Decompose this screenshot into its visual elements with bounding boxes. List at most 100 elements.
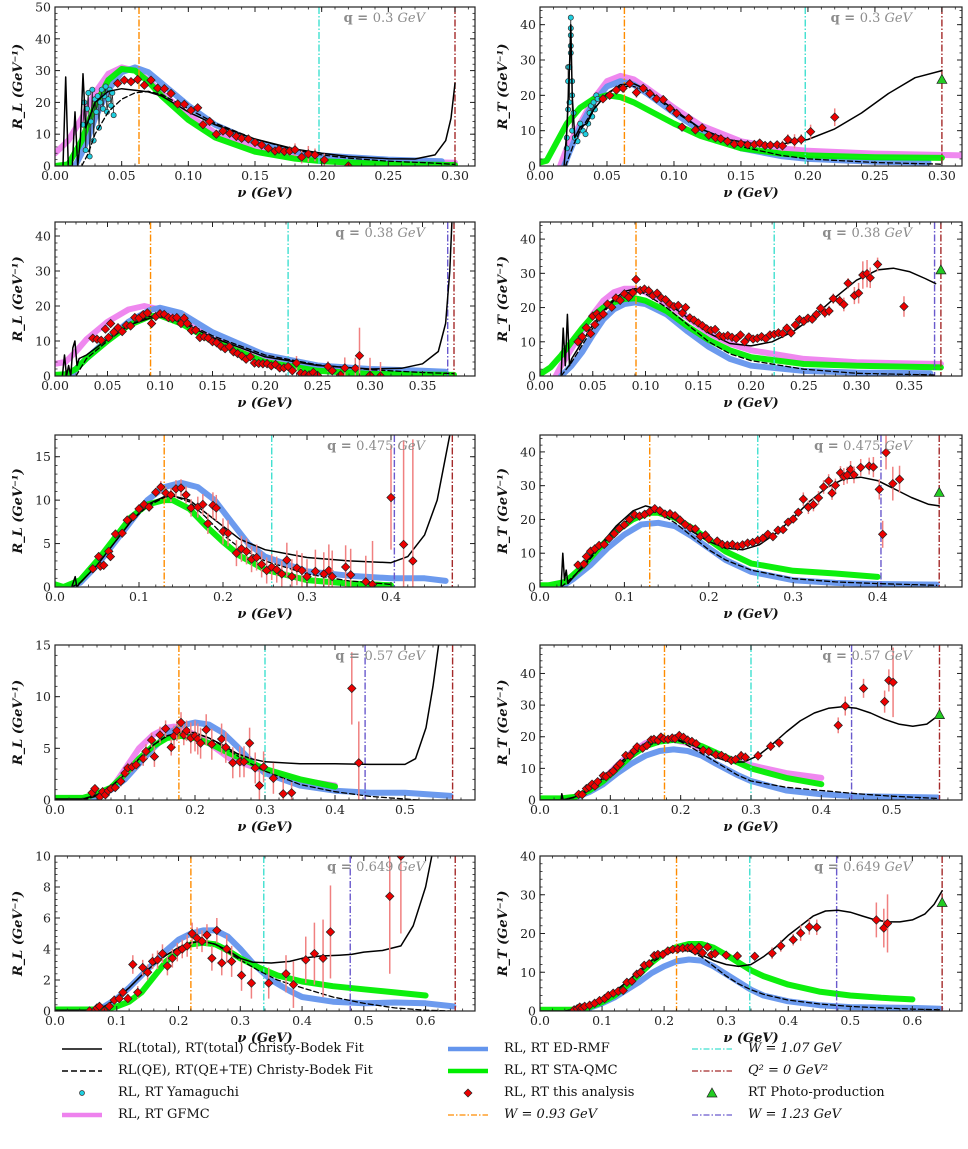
analysis-point [673, 300, 683, 311]
analysis-point [327, 571, 337, 582]
analysis-point [361, 577, 371, 587]
analysis-point [729, 139, 739, 149]
y-axis-label: R_T (GeV⁻¹) [496, 891, 511, 978]
analysis-point [319, 155, 330, 165]
analysis-point [236, 544, 247, 554]
analysis-point [202, 930, 212, 940]
analysis-point [690, 524, 700, 534]
analysis-point [207, 953, 217, 963]
yamaguchi-point [100, 105, 106, 112]
analysis-point [204, 116, 215, 127]
analysis-point [581, 323, 592, 333]
analysis-point [286, 788, 297, 798]
analysis-point [142, 967, 153, 977]
legend-swatch-qe-fit [62, 1070, 102, 1072]
analysis-point [856, 462, 866, 473]
x-tick-label: 0.15 [684, 378, 712, 393]
x-tick-label: 0.20 [308, 168, 336, 183]
plot-area [540, 222, 947, 376]
legend-swatch-photo [706, 1087, 718, 1098]
plot-area [55, 645, 454, 800]
analysis-point [290, 145, 300, 155]
x-tick-label: 0.1 [600, 802, 620, 817]
analysis-point [882, 918, 893, 929]
analysis-point [118, 987, 128, 998]
legend-item-staqmc: RL, RT STA-QMC [446, 1060, 634, 1082]
x-tick-label: 0.5 [395, 802, 415, 817]
analysis-point [702, 942, 713, 952]
analysis-point [100, 324, 111, 334]
analysis-point [152, 83, 163, 93]
x-tick-label: 0.3 [783, 589, 803, 604]
analysis-point [652, 288, 662, 298]
series-staqmc [540, 92, 945, 166]
y-tick-label: 0 [528, 159, 536, 174]
analysis-point [354, 758, 364, 768]
analysis-point [117, 326, 127, 337]
analysis-point [697, 123, 707, 133]
y-tick-label: 40 [520, 849, 536, 864]
analysis-point [181, 490, 191, 500]
analysis-point [828, 293, 838, 304]
y-tick-label: 5 [43, 741, 51, 756]
analysis-point [212, 925, 222, 936]
legend-label-w123: W = 1.23 GeV [748, 1107, 842, 1122]
x-axis-label: ν (GeV) [237, 186, 292, 201]
analysis-point [721, 950, 731, 960]
y-tick-label: 10 [520, 123, 536, 138]
analysis-point [618, 83, 628, 93]
axes-frame [539, 6, 963, 167]
analysis-point [172, 726, 182, 736]
analysis-point [251, 552, 262, 563]
analysis-point [292, 563, 302, 573]
analysis-point [167, 953, 178, 963]
yamaguchi-point [82, 147, 89, 154]
analysis-point [643, 286, 654, 296]
panel-rl-0.57: 0.0 0.1 0.2 0.3 0.4 0.5 0 5 10 15 ν (GeV) R_L (GeV⁻… [11, 638, 476, 835]
analysis-point [599, 539, 609, 550]
series-total-fit [55, 645, 440, 800]
y-tick-label: 40 [35, 229, 51, 244]
analysis-point [155, 730, 165, 740]
analysis-point [645, 88, 655, 99]
x-tick-label: 0.2 [671, 802, 691, 817]
analysis-point [765, 741, 776, 751]
yamaguchi-point [97, 99, 104, 106]
photo-point [936, 896, 948, 907]
analysis-point [239, 757, 249, 767]
analysis-point [151, 487, 161, 498]
analysis-point [236, 970, 247, 981]
yamaguchi-point [102, 83, 109, 90]
analysis-point [710, 948, 720, 959]
plot-area [55, 7, 458, 166]
analysis-point [309, 948, 320, 959]
y-tick-label: 20 [520, 926, 536, 941]
x-tick-label: 0.10 [146, 378, 174, 393]
analysis-point [198, 499, 208, 510]
analysis-point [125, 321, 136, 331]
y-tick-label: 20 [520, 88, 536, 103]
q-label: q = 0.475 GeV [814, 439, 913, 454]
yamaguchi-point [567, 14, 574, 21]
analysis-point [162, 961, 173, 971]
analysis-point [122, 515, 132, 525]
series-staqmc [540, 295, 944, 376]
analysis-point [651, 94, 662, 104]
analysis-point [318, 953, 328, 963]
analysis-point [807, 314, 817, 324]
plot-area [55, 222, 457, 376]
x-tick-label: 0.2 [654, 1013, 674, 1028]
analysis-point [133, 987, 143, 998]
analysis-point [263, 143, 274, 153]
analysis-point [203, 518, 213, 529]
x-tick-label: 0.0 [45, 802, 65, 817]
panel-rt-0.649: 0.0 0.1 0.2 0.3 0.4 0.5 0.6 0 10 20 30 40 ν (GeV) R_T… [496, 849, 963, 1046]
analysis-point [768, 531, 778, 542]
q-label: q = 0.38 GeV [822, 226, 913, 241]
analysis-point [671, 108, 682, 119]
x-tick-label: 0.4 [292, 1013, 312, 1028]
analysis-point [635, 967, 646, 977]
analysis-point [152, 955, 163, 965]
analysis-point [186, 105, 196, 116]
analysis-point [172, 99, 183, 109]
